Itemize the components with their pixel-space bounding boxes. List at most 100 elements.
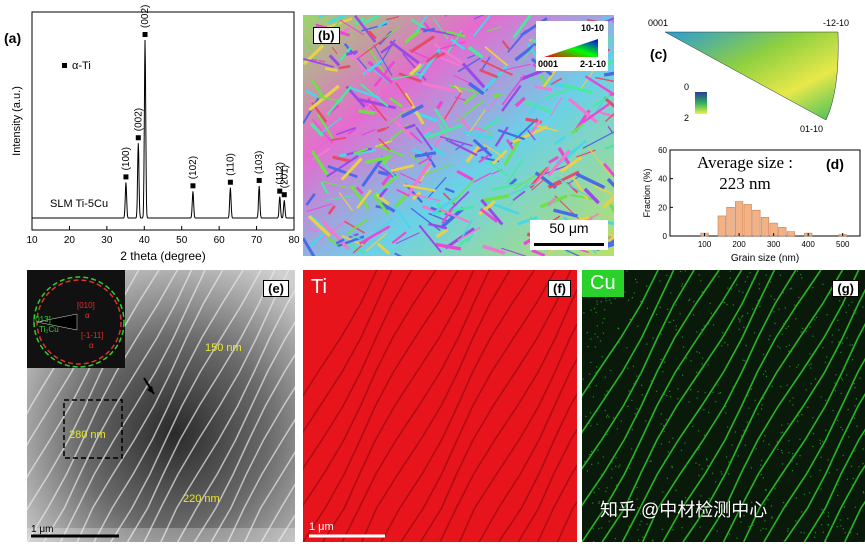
cu-noise (698, 518, 700, 520)
ebsd-grain (338, 192, 354, 212)
ebsd-grain (511, 125, 548, 144)
ebsd-grain (377, 19, 389, 28)
cu-noise (757, 299, 759, 302)
lamella-boundary (742, 322, 865, 542)
ebsd-grain (326, 194, 354, 201)
ebsd-grain (478, 199, 496, 216)
ebsd-grain (473, 172, 492, 183)
cu-noise (784, 320, 786, 322)
cu-noise (681, 285, 683, 287)
cu-noise (814, 319, 816, 321)
cu-noise (668, 321, 670, 323)
cu-noise (684, 497, 687, 499)
ebsd-grain (491, 182, 522, 192)
ebsd-grain (435, 228, 449, 239)
cu-noise (667, 451, 669, 453)
xrd-xlabel: 2 theta (degree) (120, 249, 205, 263)
ebsd-grain (572, 176, 589, 201)
ebsd-grain (442, 192, 457, 207)
cu-noise (745, 344, 747, 347)
cu-noise (846, 374, 848, 376)
cu-noise (743, 326, 745, 329)
cu-noise (799, 438, 801, 440)
tem-arrowhead (147, 386, 154, 394)
ebsd-grain (439, 135, 473, 147)
cu-noise (779, 274, 782, 276)
ebsd-grain (445, 138, 478, 157)
cu-noise (754, 277, 756, 279)
cu-noise (842, 528, 844, 530)
cu-noise (610, 477, 613, 479)
ebsd-grain (367, 60, 394, 85)
cu-noise (600, 473, 603, 476)
panel-a-label: (a) (4, 30, 22, 46)
cu-noise (741, 316, 743, 318)
panel-c-label: (c) (650, 46, 668, 62)
cu-noise (754, 504, 756, 506)
cu-noise (776, 441, 778, 443)
cu-noise (815, 316, 818, 318)
cu-noise (789, 459, 792, 461)
cu-noise (800, 273, 802, 276)
ebsd-grain (508, 181, 530, 207)
cu-noise (613, 417, 615, 419)
lamella-boundary (823, 464, 865, 542)
cu-noise (834, 382, 836, 384)
ebsd-grain (396, 188, 410, 197)
panel-f-ti-map: 1 μm Ti (f) (303, 270, 577, 542)
ebsd-grain (318, 15, 327, 19)
lamella-boundary (702, 270, 860, 542)
cu-noise (670, 292, 672, 294)
cu-noise (845, 311, 847, 313)
cu-noise (768, 338, 770, 341)
cu-noise (720, 471, 722, 473)
lamella-boundary (193, 353, 295, 542)
ebsd-grain (309, 227, 319, 233)
ebsd-grain (444, 187, 455, 194)
cu-noise (670, 276, 672, 278)
cu-noise (706, 459, 708, 461)
c-scale-max: 2 (684, 113, 690, 123)
ebsd-grain (482, 194, 510, 203)
ebsd-grain (603, 71, 614, 77)
cu-noise (650, 460, 652, 462)
cu-noise (831, 341, 833, 343)
cu-noise (727, 292, 729, 294)
ebsd-grain (366, 184, 391, 201)
cu-noise (614, 538, 617, 540)
hist-bar (734, 201, 744, 237)
cu-noise (615, 484, 618, 486)
cu-noise (601, 356, 603, 358)
cu-noise (847, 518, 849, 520)
cu-noise (733, 488, 735, 490)
cu-noise (863, 492, 865, 494)
ebsd-grain (467, 45, 484, 59)
cu-noise (785, 345, 787, 348)
cu-noise (660, 423, 662, 425)
ebsd-grain (505, 158, 524, 185)
cu-noise (825, 399, 827, 401)
cu-noise (695, 371, 698, 373)
lamella-boundary (110, 270, 262, 542)
ebsd-grain (359, 98, 397, 110)
cu-noise (608, 416, 610, 418)
cu-noise (803, 493, 805, 495)
cu-noise (787, 528, 789, 530)
cu-noise (716, 530, 718, 532)
cu-noise (840, 426, 842, 428)
hist-title: Average size : 223 nm (678, 152, 812, 194)
cu-noise (748, 389, 751, 392)
hist-xtick-label: 400 (802, 240, 816, 249)
cu-noise (600, 527, 603, 529)
cu-noise (827, 459, 829, 461)
ebsd-grain (576, 149, 596, 158)
cu-noise (600, 440, 602, 442)
cu-noise (685, 466, 687, 468)
cu-noise (590, 338, 592, 340)
cu-noise (833, 490, 835, 493)
cu-noise (761, 459, 763, 462)
ebsd-grain (385, 72, 423, 81)
ebsd-grain (353, 147, 369, 155)
cu-noise (801, 414, 803, 416)
ebsd-grain (479, 68, 499, 79)
